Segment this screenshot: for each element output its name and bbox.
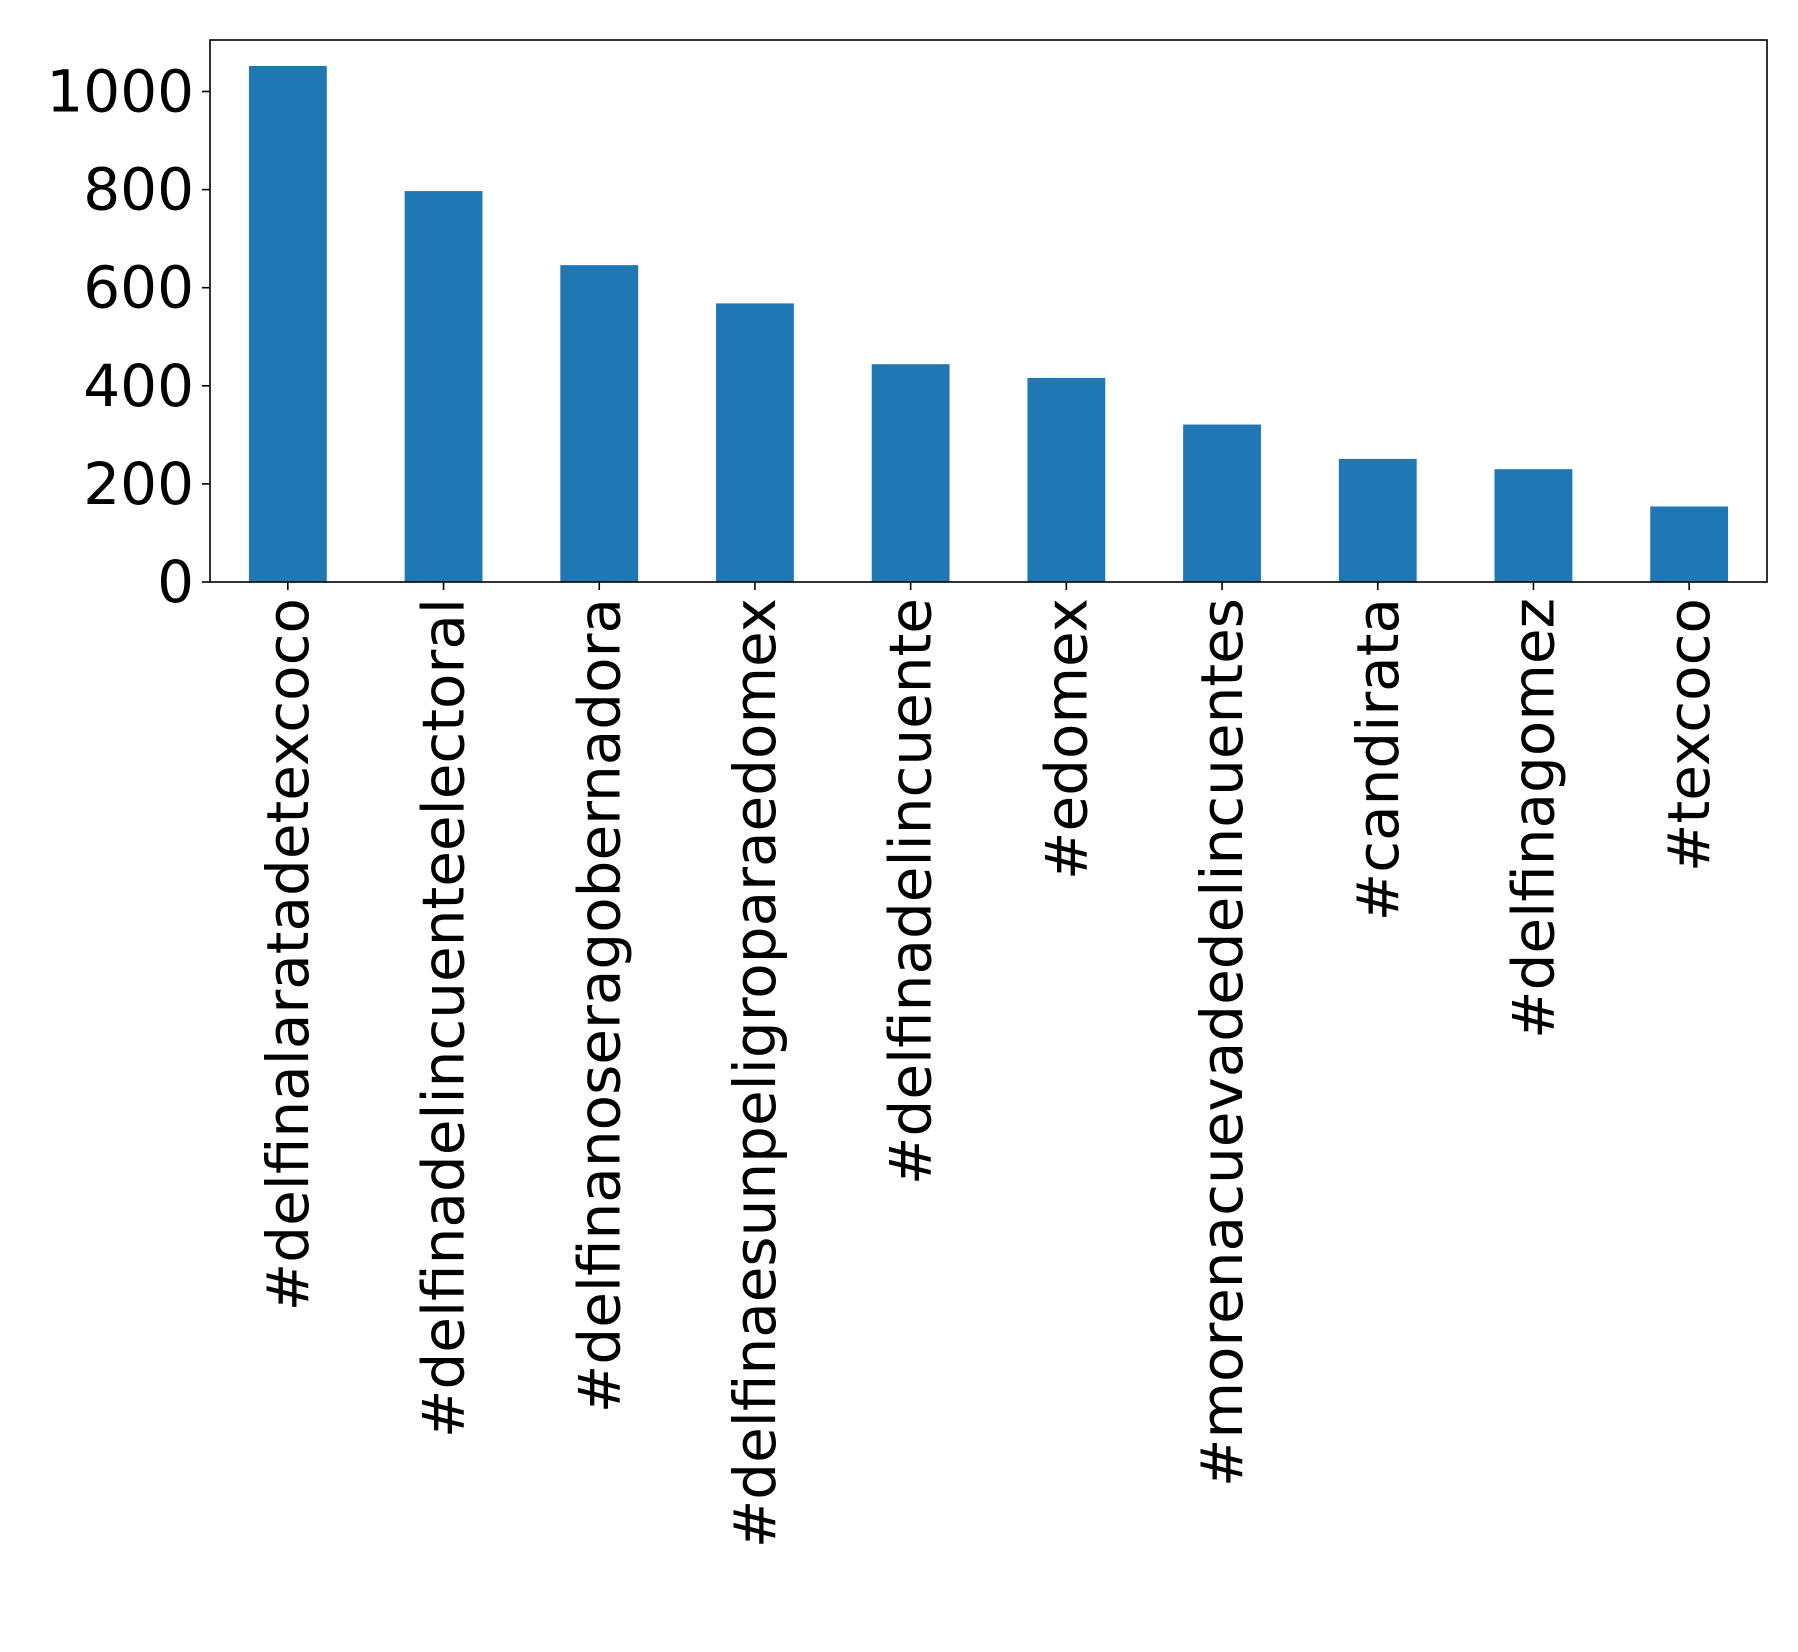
bar: [1650, 506, 1729, 582]
x-tick-label: #delfinaesunpeligroparaedomex: [721, 598, 789, 1548]
x-tick-label: #delfinadelincuente: [877, 598, 945, 1185]
y-tick-label: 800: [83, 156, 194, 224]
bar: [1027, 377, 1106, 582]
y-tick-label: 600: [83, 254, 194, 322]
bar: [248, 65, 327, 582]
y-axis: 0 200 400 600 800 1000: [46, 58, 210, 616]
y-tick-label: 0: [157, 548, 194, 616]
bar: [1338, 458, 1417, 582]
x-axis: #delfinalaratadetexcoco #delfinadelincuen…: [254, 582, 1723, 1548]
bar: [560, 265, 639, 582]
y-tick-label: 400: [83, 352, 194, 420]
x-tick-label: #delfinanoseragobernadora: [565, 598, 633, 1413]
x-tick-label: #texcoco: [1655, 598, 1723, 872]
x-tick-label: #delfinalaratadetexcoco: [254, 598, 322, 1311]
x-tick-label: #delfinagomez: [1499, 598, 1567, 1039]
bar: [871, 364, 950, 582]
y-tick-label: 1000: [46, 58, 194, 126]
x-tick-label: #candirata: [1344, 598, 1412, 921]
bar: [716, 303, 794, 582]
x-tick-label: #edomex: [1032, 598, 1100, 880]
bar: [1183, 424, 1261, 582]
bars-group: [248, 65, 1729, 582]
x-tick-label: #morenacuevadedelincuentes: [1188, 598, 1256, 1487]
plot-frame: [209, 39, 1768, 583]
bar: [1494, 469, 1573, 582]
x-tick-label: #delfinadelincuenteelectoral: [410, 598, 478, 1438]
y-tick-label: 200: [83, 450, 194, 518]
bar: [404, 191, 483, 582]
